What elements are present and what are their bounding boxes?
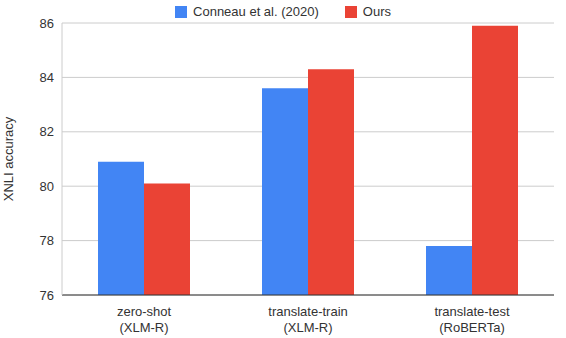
- svg-text:86: 86: [40, 16, 54, 31]
- svg-text:80: 80: [40, 179, 54, 194]
- svg-text:78: 78: [40, 233, 54, 248]
- svg-text:zero-shot(XLM-R): zero-shot(XLM-R): [117, 304, 172, 335]
- svg-text:XNLI accuracy: XNLI accuracy: [8, 116, 16, 201]
- svg-text:translate-test(RoBERTa): translate-test(RoBERTa): [434, 304, 510, 335]
- html-text:Ours: Ours: [362, 4, 391, 19]
- svg-text:82: 82: [40, 124, 54, 139]
- svg-text:76: 76: [40, 288, 54, 303]
- svg-text:translate-train(XLM-R): translate-train(XLM-R): [268, 304, 347, 335]
- html-text:Conneau et al. (2020): Conneau et al. (2020): [193, 4, 319, 19]
- svg-text:84: 84: [40, 70, 54, 85]
